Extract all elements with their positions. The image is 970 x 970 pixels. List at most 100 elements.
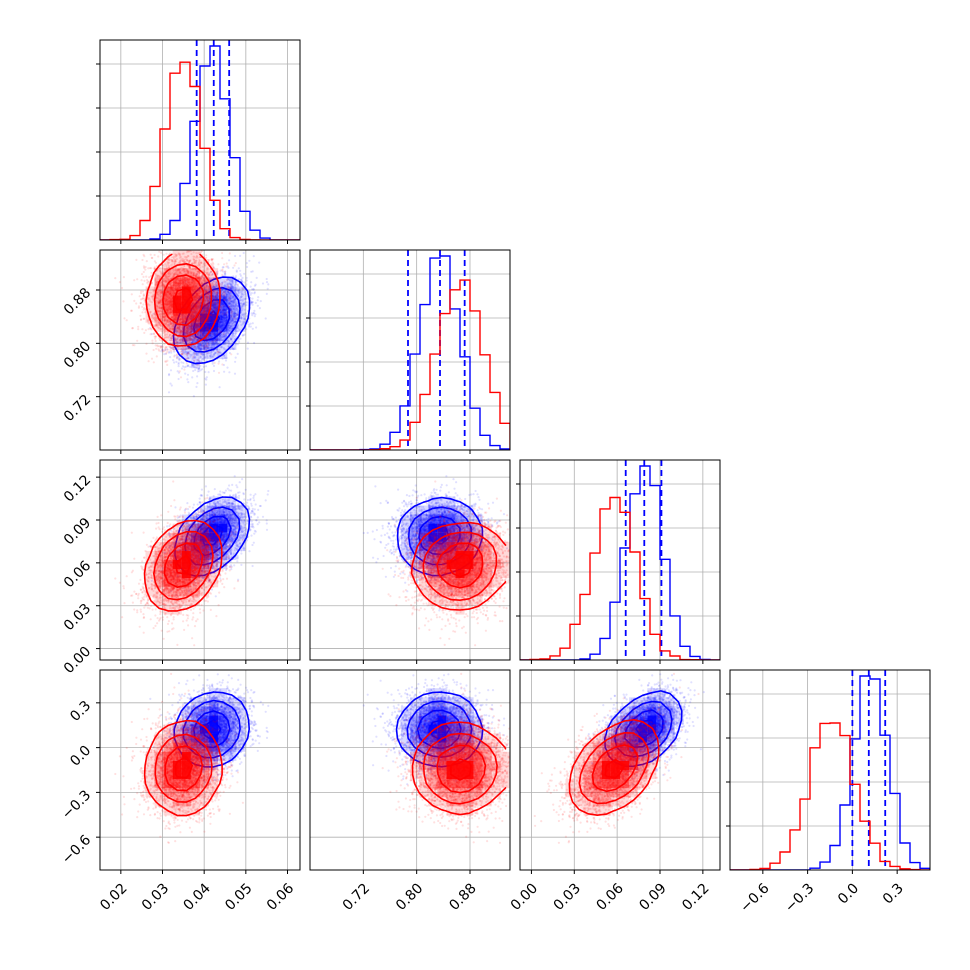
scatter-point [232, 299, 236, 302]
scatter-point [230, 337, 233, 341]
scatter-point [226, 331, 229, 334]
scatter-point [228, 371, 231, 374]
scatter-point [242, 334, 245, 337]
scatter-point [180, 348, 183, 351]
scatter-point [232, 313, 235, 316]
scatter-point [201, 344, 204, 347]
scatter-point [203, 345, 206, 348]
scatter-point [209, 354, 212, 357]
scatter-point [216, 291, 220, 294]
scatter-point [203, 358, 206, 361]
scatter-point [195, 338, 198, 341]
scatter-point [237, 267, 240, 270]
scatter-point [234, 320, 237, 323]
scatter-point [177, 377, 180, 381]
scatter-point [180, 339, 183, 342]
scatter-point [233, 372, 237, 375]
scatter-point [178, 358, 181, 361]
scatter-point [205, 352, 208, 356]
scatter-point [220, 289, 223, 292]
scatter-point [157, 255, 160, 258]
scatter-point [188, 325, 191, 328]
scatter-point [200, 359, 203, 362]
scatter-point [192, 339, 195, 343]
scatter-point [230, 296, 233, 299]
scatter-point [212, 369, 216, 373]
scatter-point [191, 340, 195, 344]
scatter-panel-3-0 [100, 670, 300, 870]
scatter-point [227, 301, 230, 304]
scatter-point [228, 278, 231, 281]
scatter-point [168, 350, 171, 353]
scatter-point [244, 297, 247, 300]
scatter-point [188, 337, 191, 341]
scatter-point [206, 295, 209, 298]
scatter-point [194, 356, 197, 359]
scatter-point [194, 347, 197, 350]
scatter-point [230, 287, 233, 290]
scatter-point [172, 240, 174, 242]
scatter-point [229, 298, 232, 301]
scatter-point [240, 295, 243, 298]
scatter-point [195, 353, 198, 357]
scatter-point [226, 283, 229, 286]
scatter-point [212, 364, 216, 367]
scatter-point [186, 373, 190, 376]
scatter-point [188, 340, 191, 343]
scatter-point [242, 251, 245, 255]
scatter-point [200, 344, 203, 347]
scatter-point [234, 282, 237, 285]
scatter-point [200, 293, 203, 296]
scatter-point [256, 304, 259, 307]
scatter-point [230, 305, 233, 308]
scatter-point [185, 339, 188, 342]
scatter-point [172, 348, 175, 351]
scatter-point [182, 347, 185, 351]
scatter-point [237, 292, 240, 295]
scatter-point [223, 293, 226, 296]
scatter-point [204, 377, 207, 380]
scatter-point [204, 284, 207, 287]
scatter-point [191, 376, 194, 379]
scatter-point [193, 352, 196, 355]
scatter-point [164, 352, 167, 355]
scatter-point [224, 284, 227, 288]
scatter-point [188, 242, 190, 244]
scatter-point [200, 345, 203, 348]
scatter-point [206, 345, 209, 348]
scatter-point [259, 300, 262, 303]
scatter-point [239, 337, 242, 340]
scatter-point [245, 297, 248, 300]
scatter-point [228, 299, 231, 302]
scatter-point [160, 247, 162, 249]
scatter-point [223, 263, 226, 266]
scatter-point [231, 310, 234, 313]
scatter-point [199, 369, 202, 372]
scatter-point [220, 333, 223, 337]
scatter-point [166, 348, 169, 351]
scatter-point [233, 312, 236, 315]
scatter-point [187, 330, 190, 333]
scatter-point [229, 327, 232, 331]
scatter-point [227, 300, 230, 303]
scatter-point [233, 310, 236, 313]
scatter-point [245, 295, 248, 298]
scatter-point [227, 303, 231, 306]
scatter-point [222, 363, 225, 367]
scatter-point [229, 297, 232, 300]
scatter-point [224, 359, 228, 362]
scatter-point [225, 262, 228, 265]
scatter-point [234, 312, 237, 315]
scatter-point [175, 330, 178, 333]
scatter-point [234, 304, 237, 307]
scatter-point [193, 352, 196, 355]
scatter-point [187, 364, 190, 367]
scatter-point [221, 357, 224, 360]
scatter-point [191, 339, 194, 342]
scatter-point [174, 329, 177, 333]
scatter-point [199, 360, 202, 363]
scatter-point [255, 326, 258, 329]
scatter-point [228, 302, 231, 305]
scatter-point [246, 265, 249, 269]
scatter-point [177, 361, 180, 364]
